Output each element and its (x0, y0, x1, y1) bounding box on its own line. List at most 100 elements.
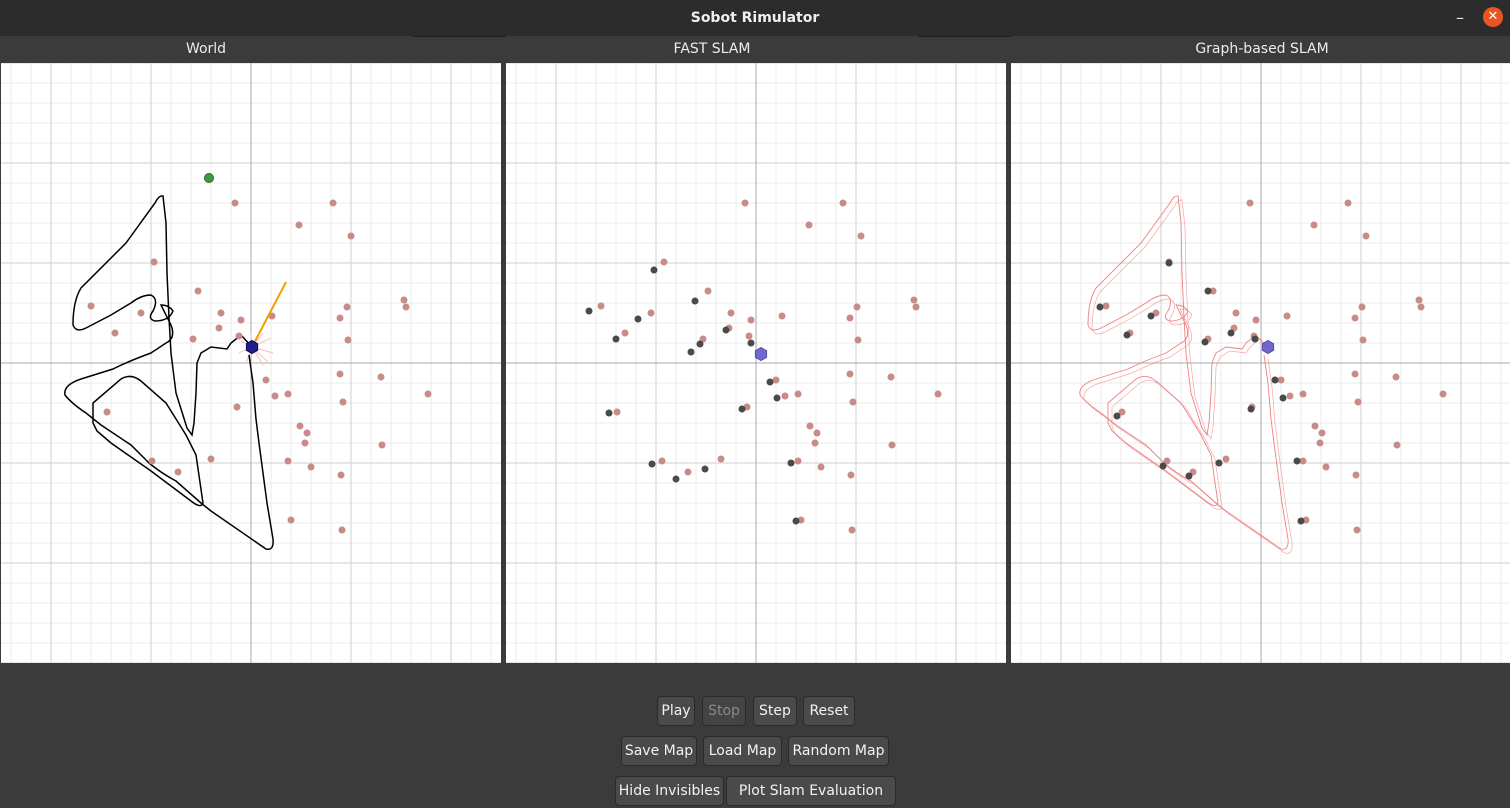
landmark-point (772, 376, 780, 384)
graph-slam-panel-title: Graph-based SLAM (1012, 36, 1510, 63)
landmark-point (1417, 303, 1425, 311)
landmark-point (284, 457, 292, 465)
grid-lines (1, 63, 501, 663)
landmark-point (174, 468, 182, 476)
landmark-point (1246, 199, 1254, 207)
step-button[interactable]: Step (753, 696, 797, 726)
estimated-trajectory (1079, 195, 1289, 550)
landmark-point (1359, 336, 1367, 344)
landmark-point (658, 457, 666, 465)
estimated-landmark (738, 405, 746, 413)
fast-slam-canvas[interactable] (506, 63, 1006, 663)
landmark-point (237, 316, 245, 324)
close-icon[interactable]: ✕ (1483, 7, 1503, 27)
landmark-point (137, 309, 145, 317)
landmark-point (846, 370, 854, 378)
landmark-point (338, 526, 346, 534)
graph-slam-map (1011, 63, 1510, 663)
landmark-point (307, 463, 315, 471)
landmark-point (378, 441, 386, 449)
hide-invisibles-button[interactable]: Hide Invisibles (615, 776, 724, 806)
landmark-point (1163, 457, 1171, 465)
play-button[interactable]: Play (657, 696, 695, 726)
landmark-point (1277, 376, 1285, 384)
estimated-landmark (1147, 312, 1155, 320)
estimated-landmark (634, 315, 642, 323)
estimated-landmark (773, 394, 781, 402)
landmark-point (794, 390, 802, 398)
landmark-point (1354, 398, 1362, 406)
landmark-point (231, 199, 239, 207)
landmark-point (887, 373, 895, 381)
minimize-icon[interactable]: – (1456, 8, 1464, 27)
title-bar: Sobot Rimulator – ✕ (0, 0, 1510, 37)
landmark-point (1118, 408, 1126, 416)
landmark-point (813, 429, 821, 437)
landmark-point (1358, 303, 1366, 311)
estimated-landmark (1247, 405, 1255, 413)
estimated-landmark (585, 307, 593, 315)
landmark-point (207, 455, 215, 463)
estimated-landmark (672, 475, 680, 483)
estimated-landmark (1271, 376, 1279, 384)
stop-button[interactable]: Stop (702, 696, 746, 726)
landmark-point (1316, 439, 1324, 447)
estimated-landmark (701, 465, 709, 473)
landmark-point (781, 392, 789, 400)
estimated-landmark (1113, 412, 1121, 420)
landmark-point (344, 336, 352, 344)
landmark-point (934, 390, 942, 398)
estimated-landmark (722, 326, 730, 334)
landmark-point (1362, 232, 1370, 240)
landmark-point (233, 403, 241, 411)
landmark-point (1415, 296, 1423, 304)
grid-lines (1011, 63, 1510, 663)
landmark-point (1102, 302, 1110, 310)
graph-slam-canvas[interactable] (1011, 63, 1510, 663)
landmark-point (853, 303, 861, 311)
estimated-landmark (792, 517, 800, 525)
world-canvas[interactable] (1, 63, 501, 663)
landmark-point (857, 232, 865, 240)
fast-slam-map (506, 63, 1006, 663)
landmark-point (1393, 441, 1401, 449)
landmark-point (287, 516, 295, 524)
landmark-point (303, 429, 311, 437)
grid-lines (506, 63, 1006, 663)
landmark-point (806, 422, 814, 430)
panel-divider (501, 63, 506, 663)
plot-slam-evaluation-button[interactable]: Plot Slam Evaluation (726, 776, 896, 806)
landmark-point (1299, 457, 1307, 465)
landmark-point (329, 199, 337, 207)
landmark-point (888, 441, 896, 449)
landmark-point (296, 422, 304, 430)
landmark-point (647, 309, 655, 317)
landmark-point (103, 408, 111, 416)
landmark-point (1344, 199, 1352, 207)
landmark-point (1353, 526, 1361, 534)
estimated-landmark (1227, 329, 1235, 337)
landmark-point (295, 221, 303, 229)
landmark-point (912, 303, 920, 311)
landmark-point (1351, 370, 1359, 378)
landmark-point (839, 199, 847, 207)
random-map-button[interactable]: Random Map (788, 736, 889, 766)
landmark-point (337, 471, 345, 479)
landmark-point (217, 309, 225, 317)
landmark-point (1439, 390, 1447, 398)
estimated-landmark (1159, 462, 1167, 470)
reset-button[interactable]: Reset (803, 696, 855, 726)
landmark-point (336, 370, 344, 378)
landmark-point (684, 468, 692, 476)
landmark-point (846, 314, 854, 322)
estimated-landmark (687, 348, 695, 356)
landmark-point (194, 287, 202, 295)
save-map-button[interactable]: Save Map (621, 736, 697, 766)
landmark-point (747, 316, 755, 324)
estimated-landmark (648, 460, 656, 468)
world-map (1, 63, 501, 663)
landmark-point (343, 303, 351, 311)
estimated-landmark (1165, 259, 1173, 267)
landmark-point (597, 302, 605, 310)
load-map-button[interactable]: Load Map (703, 736, 782, 766)
